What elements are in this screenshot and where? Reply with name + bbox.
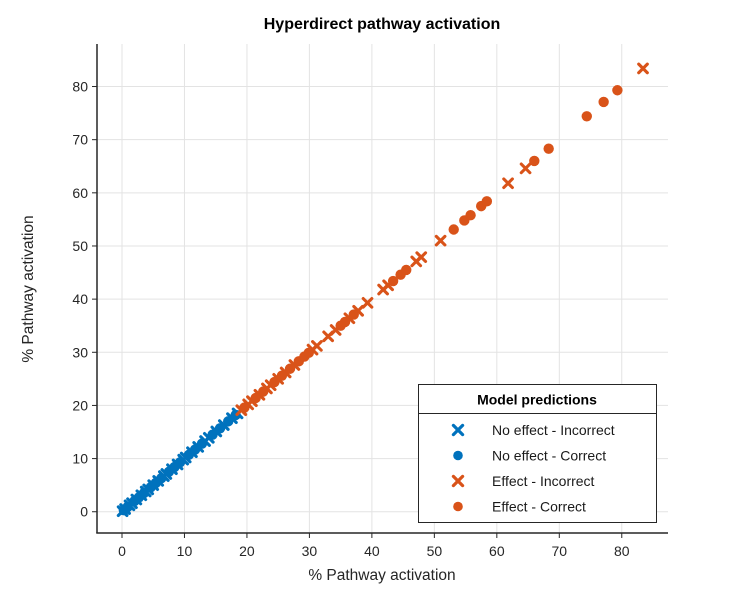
circle-marker (284, 363, 296, 374)
legend-entry-label: Effect - Correct (492, 499, 586, 515)
circle-marker (465, 209, 476, 221)
x-marker (311, 340, 323, 352)
legend-rows: No effect - Incorrect No effect - Correct… (451, 422, 615, 515)
legend-entry-label: Effect - Incorrect (492, 473, 595, 489)
chart-title: Hyperdirect pathway activation (264, 16, 501, 33)
x-tick-label: 20 (239, 543, 255, 559)
y-tick-label: 10 (72, 451, 88, 467)
circle-marker (269, 376, 280, 388)
circle-marker (387, 275, 399, 287)
x-tick-label: 80 (614, 543, 630, 559)
x-axis-label: % Pathway activation (308, 567, 455, 584)
circle-marker (222, 416, 234, 427)
y-tick-label: 0 (80, 504, 88, 520)
circle-marker (612, 85, 623, 96)
legend-title: Model predictions (477, 392, 597, 408)
y-tick-label: 50 (72, 238, 88, 254)
circle-marker (401, 264, 412, 276)
circle-marker (250, 392, 261, 404)
circle-marker (598, 96, 609, 108)
x-tick-label: 30 (302, 543, 318, 559)
circle-marker (214, 423, 226, 434)
circle-marker (174, 457, 186, 468)
circle-marker (122, 501, 133, 513)
circle-marker (581, 111, 592, 122)
circle-marker (481, 196, 493, 207)
x-tick-label: 10 (177, 543, 193, 559)
circle-marker (257, 386, 269, 397)
x-tick-label: 0 (118, 543, 126, 559)
x-marker (361, 297, 374, 309)
circle-marker (303, 347, 314, 359)
circle-marker (189, 444, 201, 455)
y-tick-label: 20 (72, 397, 88, 413)
x-marker (451, 423, 465, 437)
circle-marker (543, 143, 554, 154)
x-marker (502, 177, 514, 190)
circle-marker (448, 224, 459, 235)
circle-marker (453, 450, 463, 461)
circle-marker (276, 370, 288, 381)
y-tick-label: 30 (72, 344, 88, 360)
x-tick-label: 70 (552, 543, 568, 559)
x-tick-label: 60 (489, 543, 505, 559)
circle-marker (348, 309, 359, 320)
y-tick-label: 70 (72, 132, 88, 148)
y-tick-label: 40 (72, 291, 88, 307)
x-marker (451, 474, 465, 488)
x-marker (434, 234, 447, 247)
circle-marker (453, 501, 463, 512)
marker-layer (116, 62, 649, 518)
x-tick-label: 50 (427, 543, 443, 559)
y-tick-label: 60 (72, 185, 88, 201)
y-axis-label: % Pathway activation (20, 215, 37, 362)
legend-entry-label: No effect - Incorrect (492, 422, 615, 438)
x-marker (415, 251, 428, 263)
x-tick-label: 40 (364, 543, 380, 559)
circle-marker (529, 155, 540, 167)
circle-marker (239, 402, 250, 413)
y-tick-label: 80 (72, 79, 88, 95)
circle-marker (196, 438, 208, 449)
x-marker (519, 162, 532, 175)
circle-marker (207, 429, 218, 440)
legend-entry-label: No effect - Correct (492, 448, 606, 464)
x-marker (637, 62, 649, 75)
circle-marker (138, 487, 150, 499)
axes-layer: 0 10 20 30 40 50 60 70 80 0 10 20 30 40 50 60 70 80 (72, 44, 668, 559)
circle-marker (156, 473, 167, 484)
circle-marker (339, 316, 351, 328)
